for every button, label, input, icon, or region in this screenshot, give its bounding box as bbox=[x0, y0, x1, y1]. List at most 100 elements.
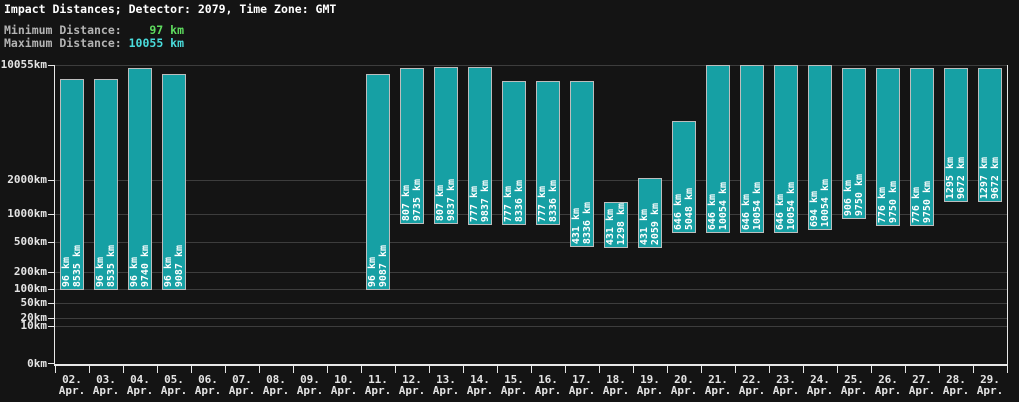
x-axis-day: 03. bbox=[96, 373, 116, 386]
range-bar-20-apr: 646 km 5048 km bbox=[672, 121, 696, 233]
y-axis-label: 50km bbox=[20, 296, 48, 309]
x-axis-day: 06. bbox=[198, 373, 218, 386]
bar-max-distance-label: 9740 km bbox=[140, 244, 151, 287]
y-axis-label: 1000km bbox=[7, 207, 47, 220]
y-axis-label: 200km bbox=[13, 265, 47, 278]
bar-min-distance-label: 431 km bbox=[571, 207, 582, 244]
x-axis-label: 08. Apr. bbox=[259, 374, 293, 397]
x-axis-month: Apr. bbox=[534, 383, 562, 397]
y-axis-tick bbox=[48, 326, 54, 327]
y-gridline bbox=[55, 180, 1007, 181]
bar-max-distance-label: 9837 km bbox=[480, 179, 491, 222]
x-axis-label: 28. Apr. bbox=[939, 374, 973, 397]
y-axis-tick bbox=[48, 65, 54, 66]
bar-max-distance-label: 10054 km bbox=[786, 181, 797, 230]
x-axis-month: Apr. bbox=[976, 383, 1004, 397]
x-axis-label: 05. Apr. bbox=[157, 374, 191, 396]
x-axis-tick bbox=[1007, 366, 1008, 373]
range-bar-24-apr: 694 km 10054 km bbox=[808, 65, 832, 230]
range-bar-17-apr: 431 km 8336 km bbox=[570, 81, 594, 247]
x-axis-label: 11. Apr. bbox=[361, 374, 395, 397]
x-axis-month: Apr. bbox=[364, 383, 392, 397]
x-axis-month: Apr. bbox=[58, 383, 86, 397]
x-axis-day: 12. bbox=[402, 373, 422, 386]
x-axis-tick bbox=[293, 366, 294, 373]
x-axis-day: 14. bbox=[470, 373, 490, 386]
x-axis-day: 16. bbox=[538, 373, 558, 386]
bar-max-distance-label: 10054 km bbox=[752, 181, 763, 230]
x-axis-month: Apr. bbox=[670, 383, 698, 397]
x-axis-month: Apr. bbox=[704, 383, 732, 397]
x-axis-month: Apr. bbox=[908, 383, 936, 397]
range-bar-29-apr: 1297 km 9672 km bbox=[978, 68, 1002, 202]
bar-max-distance-label: 8336 km bbox=[582, 201, 593, 244]
x-axis-day: 04. bbox=[130, 373, 150, 386]
bar-min-distance-label: 776 km bbox=[877, 186, 888, 223]
bar-max-distance-label: 9750 km bbox=[888, 180, 899, 223]
x-axis-tick bbox=[565, 366, 566, 373]
bar-min-distance-label: 96 km bbox=[163, 256, 174, 287]
x-axis-tick bbox=[939, 366, 940, 373]
y-axis-tick bbox=[48, 214, 54, 215]
x-axis-tick bbox=[463, 366, 464, 373]
x-axis-tick bbox=[667, 366, 668, 373]
x-axis-day: 17. bbox=[572, 373, 592, 386]
x-axis-month: Apr. bbox=[942, 383, 970, 397]
bar-max-distance-label: 10054 km bbox=[820, 178, 831, 227]
y-gridline bbox=[55, 303, 1007, 304]
bar-max-distance-label: 9087 km bbox=[378, 244, 389, 287]
x-axis-day: 18. bbox=[606, 373, 626, 386]
x-axis-month: Apr. bbox=[500, 383, 528, 397]
x-axis-month: Apr. bbox=[806, 383, 834, 397]
bar-min-distance-label: 807 km bbox=[435, 184, 446, 221]
maximum-distance-row: Maximum Distance: 10055 km bbox=[4, 37, 184, 50]
minimum-distance-value: 97 km bbox=[149, 23, 184, 37]
x-axis-month: Apr. bbox=[432, 383, 460, 397]
x-axis-day: 13. bbox=[436, 373, 456, 386]
x-axis-tick bbox=[633, 366, 634, 373]
x-axis-tick bbox=[701, 366, 702, 373]
x-axis-day: 24. bbox=[810, 373, 830, 386]
x-axis-label: 22. Apr. bbox=[735, 374, 769, 397]
bar-max-distance-label: 9735 km bbox=[412, 178, 423, 221]
y-axis-tick bbox=[48, 272, 54, 273]
x-axis-label: 23. Apr. bbox=[769, 374, 803, 396]
x-axis-month: Apr. bbox=[738, 383, 766, 397]
range-bar-04-apr: 96 km 9740 km bbox=[128, 68, 152, 290]
range-bar-14-apr: 777 km 9837 km bbox=[468, 67, 492, 225]
x-axis-tick bbox=[531, 366, 532, 373]
x-axis-month: Apr. bbox=[228, 383, 256, 397]
x-axis-label: 09. Apr. bbox=[293, 374, 327, 396]
range-bar-25-apr: 906 km 9750 km bbox=[842, 68, 866, 219]
y-gridline bbox=[55, 65, 1007, 66]
range-bar-03-apr: 96 km 8535 km bbox=[94, 79, 118, 290]
range-bar-22-apr: 646 km 10054 km bbox=[740, 65, 764, 233]
bar-max-distance-label: 9672 km bbox=[956, 156, 967, 199]
chart-title: Impact Distances; Detector: 2079, Time Z… bbox=[4, 2, 337, 16]
bar-max-distance-label: 9750 km bbox=[922, 180, 933, 223]
range-bar-16-apr: 777 km 8336 km bbox=[536, 81, 560, 225]
x-axis-tick bbox=[361, 366, 362, 373]
y-axis-label: 500km bbox=[13, 235, 47, 248]
x-axis-day: 20. bbox=[674, 373, 694, 386]
y-axis-label: 10km bbox=[20, 319, 48, 332]
x-axis-tick bbox=[735, 366, 736, 373]
x-axis-month: Apr. bbox=[466, 383, 494, 397]
x-axis-month: Apr. bbox=[398, 383, 426, 397]
x-axis-day: 26. bbox=[878, 373, 898, 386]
x-axis-label: 02. Apr. bbox=[55, 373, 89, 397]
x-axis-tick bbox=[259, 366, 260, 373]
x-axis-day: 25. bbox=[844, 373, 864, 386]
x-axis-month: Apr. bbox=[262, 383, 290, 397]
y-gridline bbox=[55, 272, 1007, 273]
x-axis-label: 24. Apr. bbox=[803, 373, 837, 397]
x-axis-day: 02. bbox=[62, 373, 82, 386]
bar-max-distance-label: 8336 km bbox=[548, 179, 559, 222]
bar-min-distance-label: 431 km bbox=[605, 208, 616, 245]
x-axis-month: Apr. bbox=[126, 383, 154, 397]
minimum-distance-row: Minimum Distance: 97 km bbox=[4, 24, 184, 37]
x-axis-label: 17. Apr. bbox=[565, 373, 599, 396]
x-axis-tick bbox=[769, 366, 770, 373]
x-axis-label: 13. Apr. bbox=[429, 373, 463, 397]
bar-min-distance-label: 646 km bbox=[707, 193, 718, 230]
